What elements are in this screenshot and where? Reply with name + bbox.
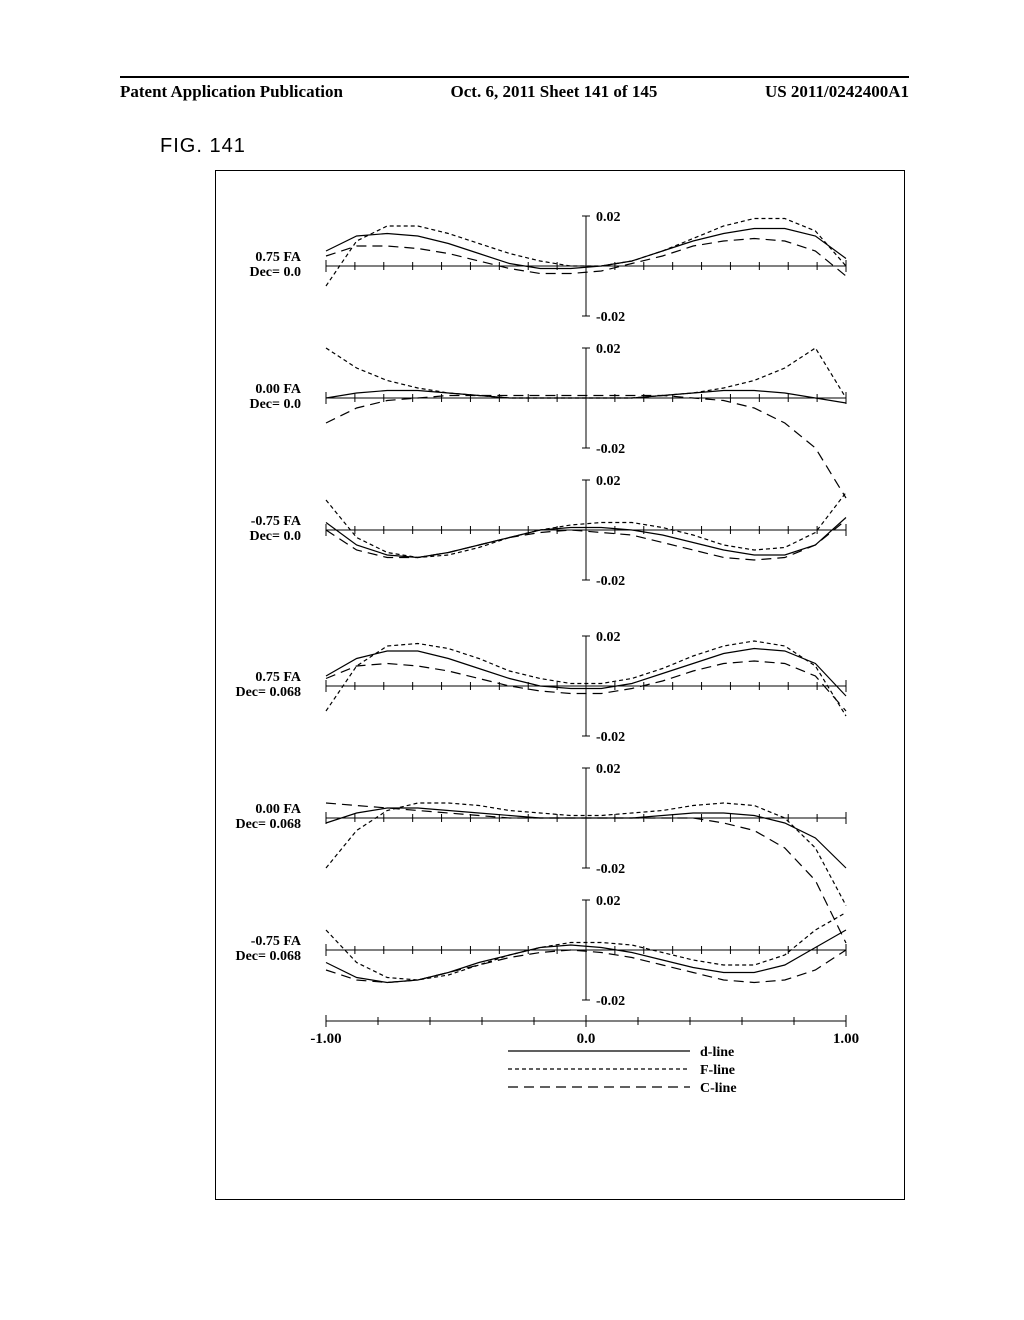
y-label-bottom: -0.02 xyxy=(596,574,625,589)
plot-label-fa: -0.75 FA xyxy=(251,514,302,529)
header-left: Patent Application Publication xyxy=(120,82,343,102)
y-label-top: 0.02 xyxy=(596,210,621,225)
y-label-top: 0.02 xyxy=(596,894,621,909)
legend-label: F-line xyxy=(700,1063,735,1078)
bottom-label-center: 0.0 xyxy=(577,1031,596,1047)
figure-label: FIG. 141 xyxy=(160,135,246,158)
legend-label: C-line xyxy=(700,1081,737,1096)
y-label-top: 0.02 xyxy=(596,762,621,777)
y-label-bottom: -0.02 xyxy=(596,994,625,1009)
y-label-top: 0.02 xyxy=(596,474,621,489)
plot-label-fa: 0.00 FA xyxy=(255,802,302,817)
y-label-top: 0.02 xyxy=(596,630,621,645)
header-rule xyxy=(120,76,909,78)
page: Patent Application Publication Oct. 6, 2… xyxy=(0,0,1024,1320)
plot-label-dec: Dec= 0.0 xyxy=(249,265,301,280)
y-label-bottom: -0.02 xyxy=(596,310,625,325)
plot-label-dec: Dec= 0.068 xyxy=(235,949,301,964)
chart-container: 0.75 FADec= 0.00.02-0.020.00 FADec= 0.00… xyxy=(215,170,905,1200)
y-label-bottom: -0.02 xyxy=(596,862,625,877)
bottom-label-left: -1.00 xyxy=(310,1031,341,1047)
y-label-bottom: -0.02 xyxy=(596,730,625,745)
plot-label-dec: Dec= 0.068 xyxy=(235,817,301,832)
plot-label-fa: 0.75 FA xyxy=(255,250,302,265)
plot-label-dec: Dec= 0.0 xyxy=(249,529,301,544)
plot-label-fa: 0.00 FA xyxy=(255,382,302,397)
header-center: Oct. 6, 2011 Sheet 141 of 145 xyxy=(451,82,658,102)
aberration-plots: 0.75 FADec= 0.00.02-0.020.00 FADec= 0.00… xyxy=(216,171,904,1199)
page-header: Patent Application Publication Oct. 6, 2… xyxy=(0,82,1024,102)
plot-label-fa: 0.75 FA xyxy=(255,670,302,685)
header-right: US 2011/0242400A1 xyxy=(765,82,909,102)
plot-label-fa: -0.75 FA xyxy=(251,934,302,949)
plot-label-dec: Dec= 0.068 xyxy=(235,685,301,700)
legend-label: d-line xyxy=(700,1045,734,1060)
plot-label-dec: Dec= 0.0 xyxy=(249,397,301,412)
y-label-top: 0.02 xyxy=(596,342,621,357)
y-label-bottom: -0.02 xyxy=(596,442,625,457)
bottom-label-right: 1.00 xyxy=(833,1031,859,1047)
